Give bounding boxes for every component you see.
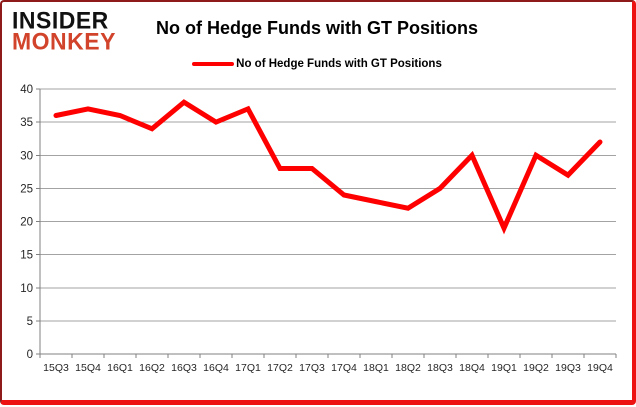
svg-text:16Q2: 16Q2 [139,362,165,374]
svg-text:30: 30 [20,150,33,162]
page-title: No of Hedge Funds with GT Positions [156,18,478,38]
svg-text:5: 5 [27,316,33,328]
legend: No of Hedge Funds with GT Positions [2,58,632,70]
svg-text:17Q1: 17Q1 [235,362,261,374]
svg-text:15: 15 [20,250,33,262]
logo-text-insider: INSIDER [12,6,109,34]
svg-text:16Q3: 16Q3 [171,362,197,374]
svg-text:0: 0 [27,349,33,361]
svg-text:19Q3: 19Q3 [555,362,581,374]
legend-line-swatch [192,62,235,66]
svg-text:20: 20 [20,217,33,229]
svg-text:17Q4: 17Q4 [331,362,357,374]
svg-text:15Q4: 15Q4 [75,362,101,374]
svg-text:10: 10 [20,283,33,295]
svg-text:18Q4: 18Q4 [459,362,485,374]
svg-text:19Q2: 19Q2 [523,362,549,374]
svg-text:35: 35 [20,117,33,129]
svg-text:18Q1: 18Q1 [363,362,389,374]
svg-text:17Q3: 17Q3 [299,362,325,374]
svg-text:16Q1: 16Q1 [107,362,133,374]
svg-text:16Q4: 16Q4 [203,362,229,374]
svg-text:19Q4: 19Q4 [587,362,613,374]
svg-text:15Q3: 15Q3 [43,362,69,374]
svg-text:17Q2: 17Q2 [267,362,293,374]
svg-text:18Q3: 18Q3 [427,362,453,374]
logo-text-monkey: MONKEY [12,27,116,55]
legend-label: No of Hedge Funds with GT Positions [236,58,442,70]
insider-monkey-logo: INSIDER MONKEY [12,6,116,55]
svg-text:25: 25 [20,183,33,195]
svg-text:18Q2: 18Q2 [395,362,421,374]
svg-text:40: 40 [20,84,33,96]
svg-text:19Q1: 19Q1 [491,362,517,374]
